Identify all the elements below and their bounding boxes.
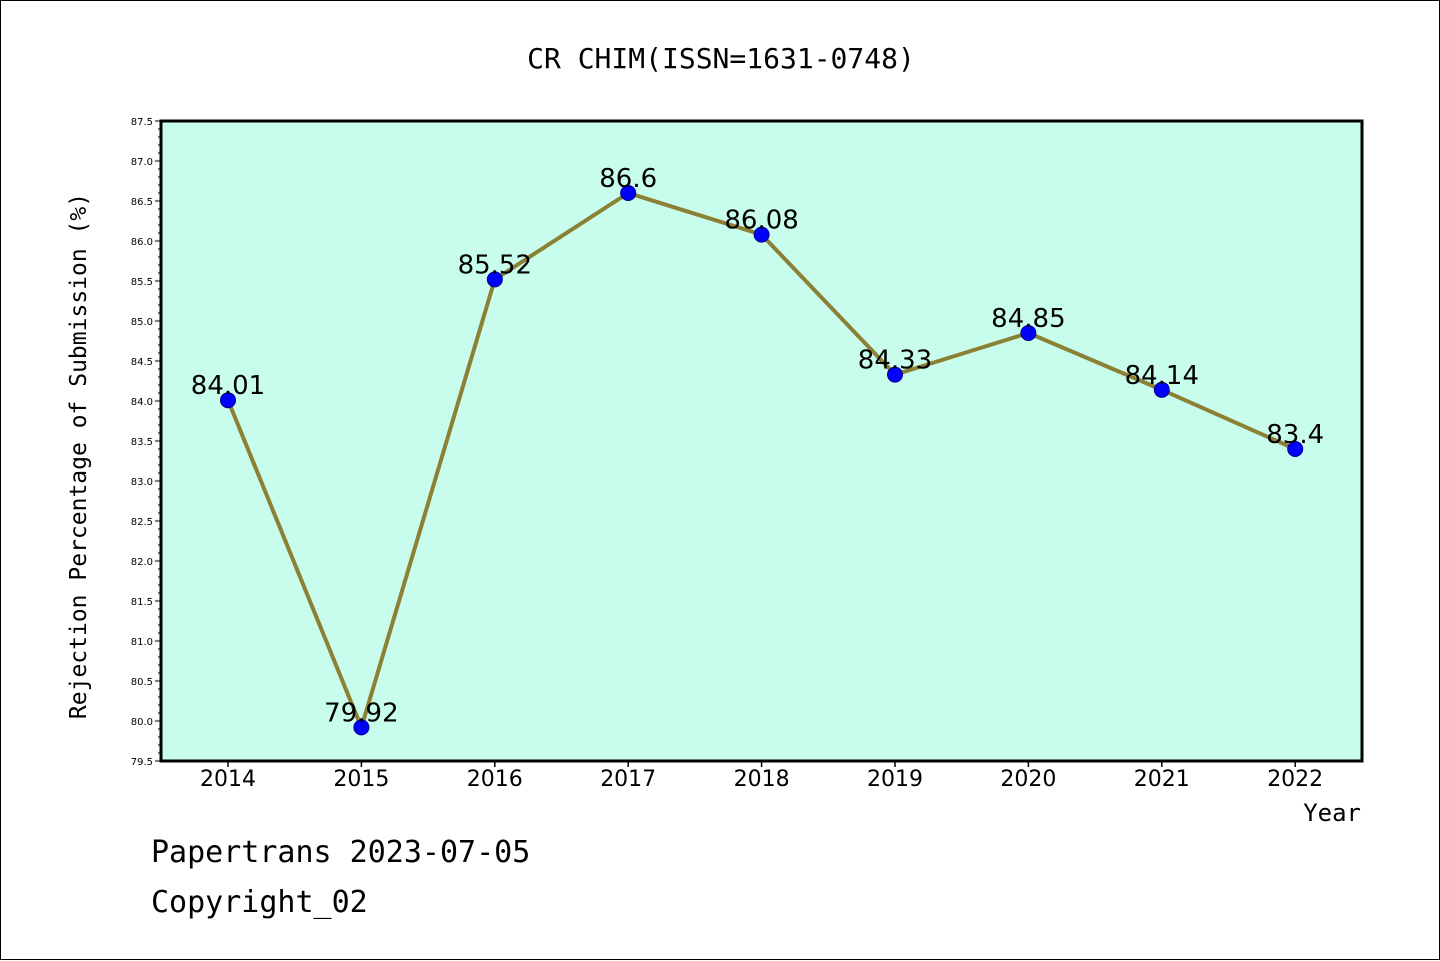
data-point (887, 366, 903, 383)
y-tick-label: 82.0 (131, 557, 153, 568)
y-tick-label: 87.5 (131, 117, 153, 128)
data-point (486, 271, 503, 288)
x-tick-label: 2018 (734, 767, 790, 792)
data-point (620, 185, 637, 201)
y-tick-label: 81.0 (131, 637, 153, 648)
y-tick-label: 81.5 (131, 597, 153, 608)
x-tick-label: 2016 (467, 767, 523, 792)
data-point (1153, 381, 1170, 398)
data-point (753, 226, 770, 243)
x-axis-label: Year (1303, 799, 1361, 827)
x-tick-label: 2017 (600, 767, 656, 792)
data-label: 84.85 (991, 304, 1065, 334)
x-tick-label: 2014 (200, 767, 256, 792)
data-label: 84.33 (858, 346, 932, 376)
y-tick-label: 86.0 (131, 237, 153, 248)
x-tick-label: 2019 (867, 767, 923, 792)
chart-title: CR CHIM(ISSN=1631-0748) (527, 42, 915, 75)
y-tick-label: 85.5 (131, 277, 153, 288)
y-tick-label: 80.0 (131, 717, 153, 728)
y-tick-label: 85.0 (131, 317, 153, 328)
y-axis-label: Rejection Percentage of Submission (%) (66, 193, 92, 719)
data-point (353, 719, 370, 736)
data-point (220, 392, 236, 409)
data-label: 83.4 (1266, 420, 1324, 450)
y-tick-label: 82.5 (131, 517, 153, 528)
data-point (1287, 441, 1304, 457)
data-label: 79.92 (324, 698, 398, 728)
y-tick-label: 86.5 (131, 197, 153, 208)
y-tick-label: 84.5 (131, 357, 153, 368)
y-tick-label: 84.0 (131, 397, 153, 408)
y-tick-label: 83.0 (131, 477, 153, 488)
data-label: 86.08 (724, 206, 798, 236)
y-tick-label: 83.5 (131, 437, 153, 448)
x-tick-label: 2020 (1000, 767, 1056, 792)
data-label: 85.52 (458, 250, 532, 280)
x-tick-label: 2021 (1134, 767, 1190, 792)
copyright-text: Copyright_02 (151, 885, 368, 920)
watermark-date-text: Papertrans 2023-07-05 (151, 835, 531, 870)
data-label: 86.6 (599, 164, 657, 194)
plot-border (159, 119, 1364, 763)
plot-area: 79.5 80.0 80.5 81.0 81.5 82.0 82.5 83.0 83.5 84.0… (131, 117, 1364, 792)
x-tick-label: 2022 (1267, 767, 1323, 792)
y-tick-label: 87.0 (131, 157, 153, 168)
y-tick-label: 79.5 (131, 757, 153, 768)
data-point (1020, 325, 1037, 341)
data-label: 84.14 (1125, 361, 1199, 391)
data-label: 84.01 (191, 371, 265, 401)
x-tick-label: 2015 (333, 767, 389, 792)
y-tick-label: 80.5 (131, 677, 153, 688)
